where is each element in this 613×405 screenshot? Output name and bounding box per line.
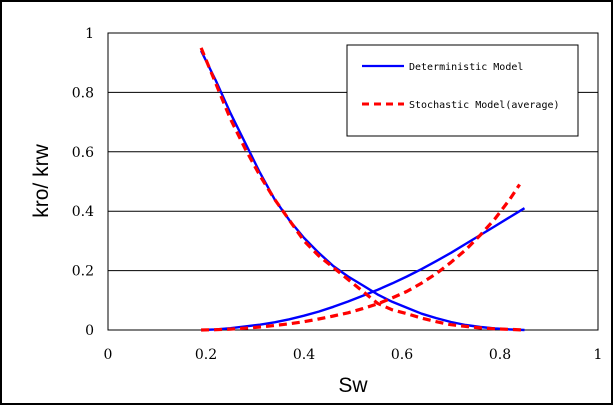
x-axis-label: Sw — [338, 374, 368, 397]
plot-area — [107, 32, 599, 331]
series-line-deterministic-kro — [200, 50, 525, 332]
x-tick-label: 0.4 — [293, 347, 315, 363]
y-tick-label: 0.6 — [72, 145, 94, 161]
y-tick-label: 0.2 — [72, 264, 94, 280]
y-tick-label: 0.8 — [72, 85, 94, 101]
y-tick-label: 1 — [85, 26, 94, 42]
series-line-stochastic-kro — [199, 47, 525, 332]
y-tick-labels: 0 0.2 0.4 0.6 0.8 1 — [72, 26, 94, 339]
legend-label-deterministic: Deterministic Model — [409, 62, 523, 73]
legend-label-stochastic: Stochastic Model(average) — [409, 100, 560, 111]
legend: Deterministic Model Stochastic Model(ave… — [346, 44, 579, 137]
x-tick-labels: 0 0.2 0.4 0.6 0.8 1 — [104, 347, 603, 363]
series-line-deterministic-krw — [201, 207, 526, 332]
legend-box — [346, 44, 579, 137]
y-tick-label: 0 — [85, 323, 94, 339]
x-tick-label: 0.8 — [489, 347, 511, 363]
x-tick-label: 1 — [594, 347, 603, 363]
y-tick-label: 0.4 — [72, 204, 94, 220]
series-line-stochastic-krw — [201, 183, 521, 332]
series-layer — [199, 47, 526, 332]
y-axis-label: kro/ krw — [30, 143, 53, 217]
x-tick-label: 0 — [104, 347, 113, 363]
x-tick-label: 0.6 — [391, 347, 413, 363]
x-tick-label: 0.2 — [195, 347, 217, 363]
